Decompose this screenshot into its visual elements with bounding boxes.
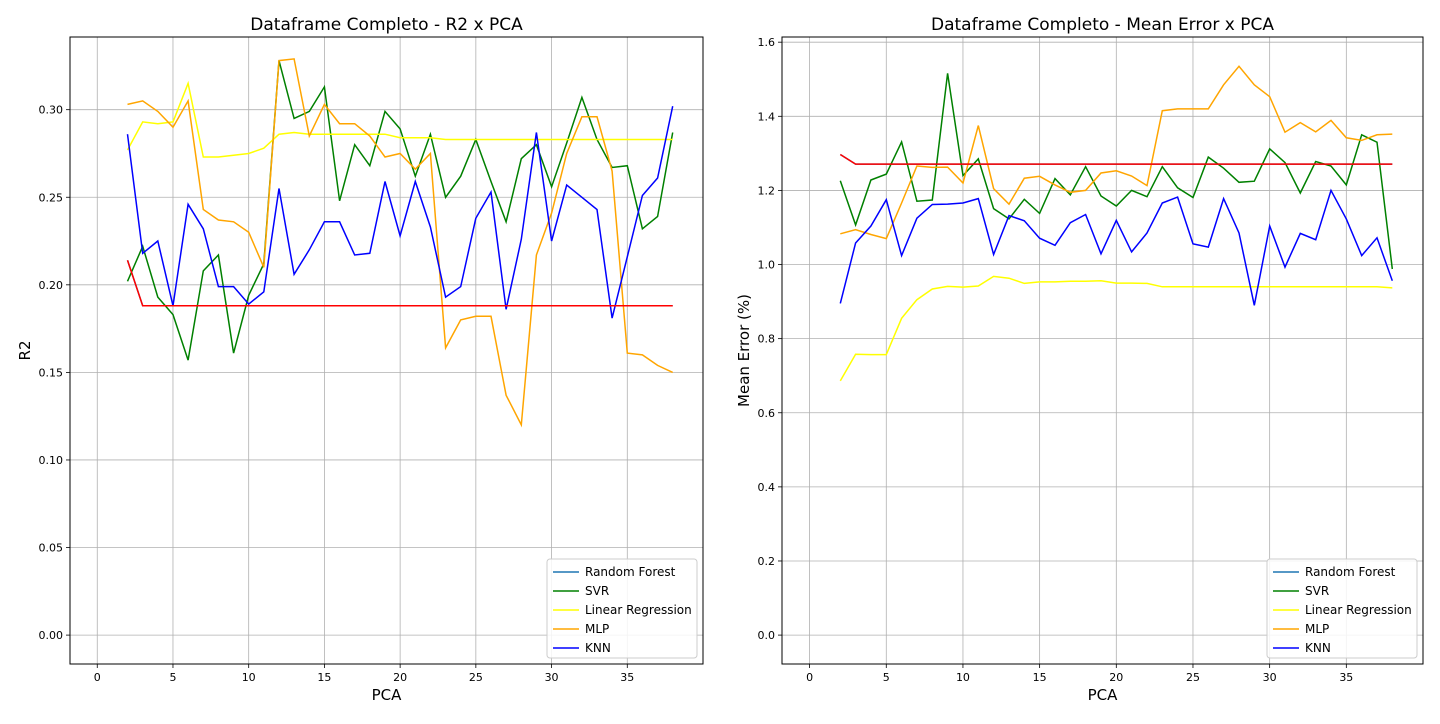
legend-box [546,558,698,659]
y-tick-label: 0.4 [758,481,776,494]
series-line-knn [839,188,1394,306]
x-tick-label: 15 [317,671,331,684]
legend-label: Random Forest [1305,565,1396,579]
legend-box [1266,558,1418,659]
overlay-line-red [839,153,1393,165]
overlay-line-red [126,260,673,307]
y-tick-label: 0.10 [39,454,64,467]
legend-label: MLP [585,622,609,636]
x-tick-label: 10 [242,671,256,684]
series-line-knn [126,106,674,319]
x-tick-label: 20 [393,671,407,684]
legend-label: SVR [1305,584,1329,598]
x-tick-label: 30 [1263,671,1277,684]
x-tick-label: 30 [545,671,559,684]
plot-area [839,65,1394,382]
legend-label: SVR [585,584,609,598]
chart-1: 0 5 10 15 20 25 30 35 0.00 0.05 0.10 0.15 0.20 0.25 0.… [16,15,704,704]
legend-label: KNN [1305,641,1331,655]
chart-title: Dataframe Completo - Mean Error x PCA [931,15,1274,35]
y-axis-label: R2 [16,341,34,361]
y-tick-label: 0.8 [758,333,776,346]
y-tick-label: 0.15 [39,366,64,379]
x-tick-label: 5 [169,671,176,684]
plot-frame [69,36,704,665]
y-tick-label: 0.2 [758,555,776,568]
legend: Random Forest SVR Linear Regression MLP KNN [546,558,698,659]
series-line-svr [839,73,1394,270]
chart-2: 0 5 10 15 20 25 30 35 0.0 0.2 0.4 0.6 0.8 1.0 1.2 1.4 1.… [735,15,1424,704]
x-tick-label: 0 [806,671,813,684]
legend: Random Forest SVR Linear Regression MLP KNN [1266,558,1418,659]
x-tick-label: 10 [956,671,970,684]
x-tick-label: 5 [883,671,890,684]
y-tick-label: 0.00 [39,629,64,642]
y-tick-label: 0.30 [39,104,64,117]
x-tick-label: 25 [469,671,483,684]
x-axis-label: PCA [1088,686,1119,704]
y-tick-label: 1.0 [758,259,776,272]
legend-label: MLP [1305,622,1329,636]
y-tick-label: 0.0 [758,629,776,642]
legend-label: Linear Regression [1305,603,1412,617]
y-tick-label: 1.6 [758,36,776,49]
plot-frame [781,36,1424,665]
y-tick-label: 0.05 [39,542,64,555]
series-line-mlp [127,58,674,428]
x-tick-label: 0 [94,671,101,684]
y-axis-label: Mean Error (%) [735,294,753,407]
x-tick-label: 20 [1109,671,1123,684]
series-line-linear-regression [126,80,673,158]
y-tick-label: 0.25 [39,191,64,204]
legend-label: KNN [585,641,611,655]
y-tick-label: 0.20 [39,279,64,292]
legend-label: Linear Regression [585,603,692,617]
x-tick-label: 15 [1033,671,1047,684]
x-tick-label: 35 [620,671,634,684]
plot-area [126,58,674,428]
y-tick-label: 1.4 [758,110,776,123]
legend-label: Random Forest [585,565,676,579]
series-line-svr [126,60,674,361]
y-tick-label: 0.6 [758,407,776,420]
x-tick-label: 25 [1186,671,1200,684]
y-tick-label: 1.2 [758,184,776,197]
x-axis-label: PCA [372,686,403,704]
x-tick-label: 35 [1339,671,1353,684]
series-line-mlp [840,65,1393,240]
chart-title: Dataframe Completo - R2 x PCA [250,15,523,35]
series-line-linear-regression [839,275,1393,382]
